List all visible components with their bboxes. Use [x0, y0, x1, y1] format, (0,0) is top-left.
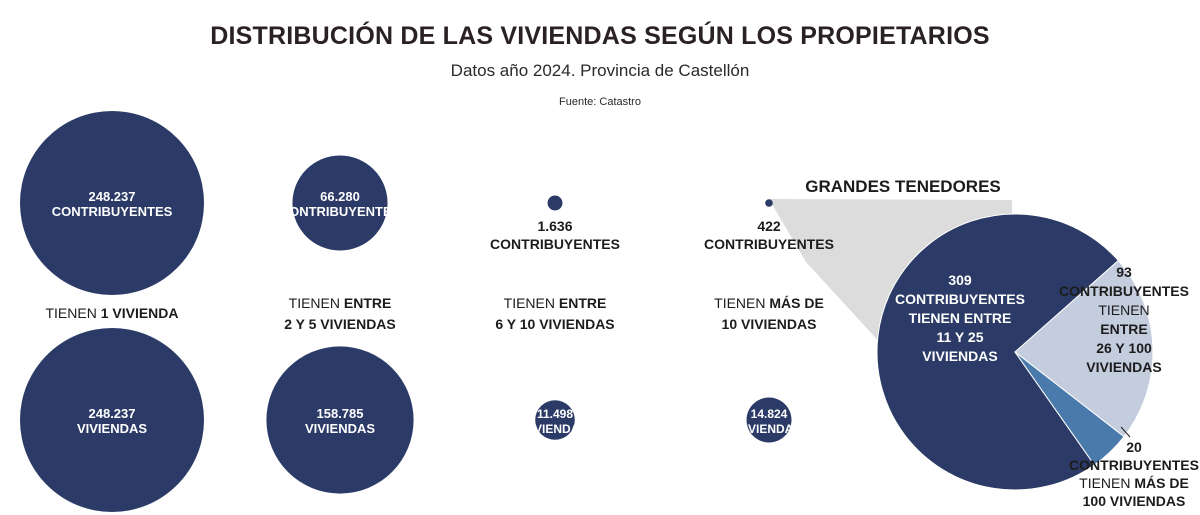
pie-slice-label: 26 Y 100: [1096, 340, 1152, 356]
bubble-contribuyentes: [292, 155, 388, 251]
bubble-unit-label: VIVIENDAS: [77, 421, 147, 436]
pie-slice-label: 93: [1116, 264, 1132, 280]
category-label-line2: 2 Y 5 VIVIENDAS: [284, 316, 396, 332]
pie-slice-label: 100 VIVIENDAS: [1083, 493, 1186, 509]
pie-slice-label: VIVIENDAS: [1086, 359, 1161, 375]
chart-source: Fuente: Catastro: [559, 96, 641, 108]
category-label: TIENEN ENTRE: [289, 295, 392, 311]
bubble-unit-label: VIVIENDAS: [737, 422, 802, 436]
bubble-viviendas: [266, 346, 414, 494]
pie-slice-label: TIENEN ENTRE: [909, 310, 1012, 326]
bubble-unit-label: CONTRIBUYENTES: [52, 204, 173, 219]
bubble-value-label: 14.824: [751, 407, 788, 421]
pie-slice: [876, 213, 1120, 491]
category-label: TIENEN MÁS DE: [714, 295, 824, 311]
pie-slice: [1014, 351, 1125, 466]
bubble-contribuyentes: [765, 199, 773, 207]
category-label-line2: 6 Y 10 VIVIENDAS: [495, 316, 614, 332]
category-label: TIENEN 1 VIVIENDA: [45, 305, 178, 321]
pie-slice-label: VIVIENDAS: [922, 348, 997, 364]
bubble-value-label: 1.636: [537, 218, 572, 234]
category-label: TIENEN ENTRE: [504, 295, 607, 311]
bubble-contribuyentes: [20, 111, 204, 295]
chart-title: DISTRIBUCIÓN DE LAS VIVIENDAS SEGÚN LOS …: [210, 22, 990, 50]
bubble-value-label: 248.237: [89, 189, 136, 204]
pie-slice-label: CONTRIBUYENTES: [1059, 283, 1189, 299]
bubble-unit-label: CONTRIBUYENTES: [280, 204, 401, 219]
bubble-value-label: 66.280: [320, 189, 360, 204]
pie-slice-label: TIENEN MÁS DE: [1079, 475, 1189, 491]
bubble-unit-label: CONTRIBUYENTES: [490, 236, 620, 252]
bubble-unit-label: VIVIENDAS: [523, 422, 588, 436]
pie-slice-label: CONTRIBUYENTES: [1069, 457, 1199, 473]
bubble-value-label: 248.237: [89, 406, 136, 421]
bubble-viviendas: [20, 328, 204, 512]
bubble-viviendas: [535, 400, 575, 440]
bubble-value-label: 158.785: [317, 406, 364, 421]
leader-line: [1120, 426, 1131, 438]
bubble-value-label: 11.498: [537, 407, 573, 421]
pie-slice: [1014, 259, 1154, 438]
chart-subtitle: Datos año 2024. Provincia de Castellón: [450, 61, 750, 80]
bubble-value-label: 422: [757, 218, 781, 234]
bubble-viviendas: [746, 397, 792, 443]
pie-slice-label: ENTRE: [1100, 321, 1147, 337]
bubble-unit-label: CONTRIBUYENTES: [704, 236, 834, 252]
bubble-unit-label: VIVIENDAS: [305, 421, 375, 436]
pie-slice-label: 20: [1126, 439, 1142, 455]
category-label-line2: 10 VIVIENDAS: [722, 316, 817, 332]
grandes-tenedores-title: GRANDES TENEDORES: [805, 177, 1001, 196]
pie-slice-label: TIENEN: [1098, 302, 1149, 318]
bubble-contribuyentes: [547, 195, 563, 211]
pie-slice-label: 309: [948, 272, 972, 288]
pie-slice-label: 11 Y 25: [937, 329, 984, 345]
pie-slice-label: CONTRIBUYENTES: [895, 291, 1025, 307]
